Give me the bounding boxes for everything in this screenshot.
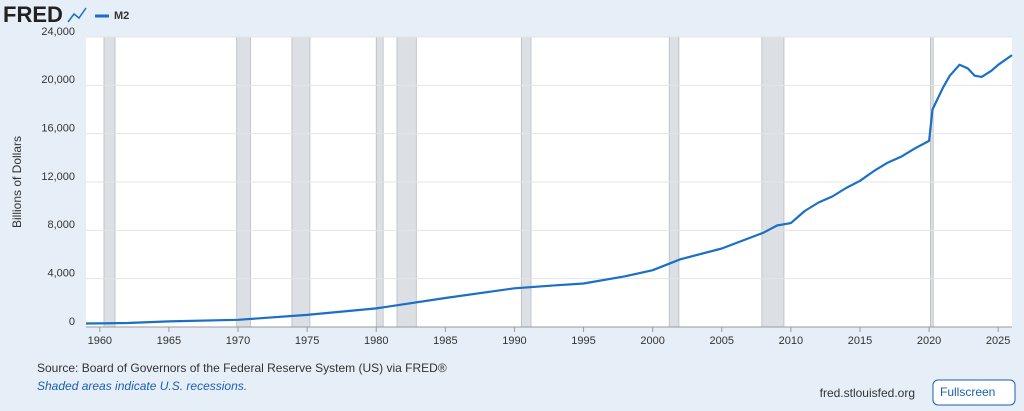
y-tick-label: 24,000 <box>41 26 75 38</box>
y-tick-label: 8,000 <box>47 219 75 231</box>
x-tick-label: 2020 <box>917 335 941 347</box>
source: Source: Board of Governors of the Federa… <box>37 361 447 375</box>
x-tick-label: 1990 <box>502 335 526 347</box>
x-tick-label: 1995 <box>571 335 595 347</box>
fullscreen-button[interactable] <box>932 379 1016 406</box>
x-tick-label: 2025 <box>986 335 1010 347</box>
x-tick-label: 1975 <box>295 335 319 347</box>
x-tick-label: 1970 <box>226 335 250 347</box>
series-line <box>85 54 1013 325</box>
note: Shaded areas indicate U.S. recessions. <box>37 379 247 393</box>
y-tick-label: 20,000 <box>41 74 75 86</box>
logo-icon <box>67 7 87 23</box>
y-tick-label: 16,000 <box>41 123 75 135</box>
x-tick-label: 1960 <box>88 335 112 347</box>
y-tick-label: 12,000 <box>41 171 75 183</box>
y-tick-label: 0 <box>69 316 75 328</box>
x-tick-label: 2000 <box>640 335 664 347</box>
x-tick-label: 1965 <box>157 335 181 347</box>
fullscreen-label[interactable]: Fullscreen <box>940 385 995 399</box>
x-tick-label: 1980 <box>364 335 388 347</box>
x-tick-label: 2015 <box>848 335 872 347</box>
x-tick-label: 2005 <box>710 335 734 347</box>
y-axis-label: Billions of Dollars <box>10 136 24 228</box>
x-tick-label: 2010 <box>779 335 803 347</box>
x-tick-label: 1985 <box>433 335 457 347</box>
y-tick-label: 4,000 <box>47 268 75 280</box>
logo: FRED <box>3 2 63 27</box>
site: fred.stlouisfed.org <box>820 386 915 400</box>
legend-label: M2 <box>114 10 129 22</box>
